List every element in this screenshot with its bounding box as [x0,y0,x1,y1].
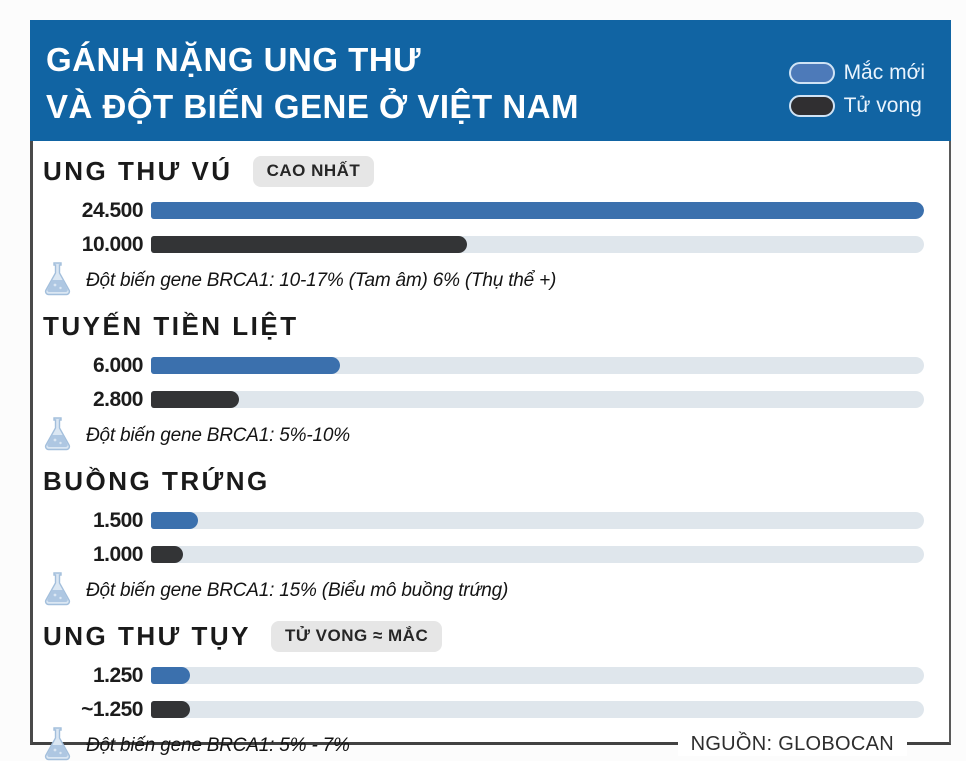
new-cases-bar [151,512,199,529]
new-cases-row: 1.250 [33,663,949,688]
legend-label: Tử vong [843,93,922,117]
legend-item-deaths: Tử vong [788,89,925,122]
deaths-row: ~1.250 [33,697,949,722]
section-header: UNG THƯ VÚ CAO NHẤT [43,154,949,188]
bar-value: 1.250 [92,663,144,687]
chart-body: UNG THƯ VÚ CAO NHẤT 24.500 10.000 Đột bi… [30,141,951,761]
legend-label: Mắc mới [843,60,925,84]
deaths-row: 1.000 [33,542,949,567]
new-cases-bar [151,357,341,374]
section-pancreatic-cancer: UNG THƯ TỤY TỬ VONG ≈ MẮC 1.250 ~1.250 Đ… [33,606,949,761]
flask-icon [44,572,71,606]
source-credit: NGUỒN: GLOBOCAN [677,733,907,756]
mutation-note: Đột biến gene BRCA1: 5% - 7% [86,735,350,756]
flask-icon [44,262,71,296]
deaths-row: 10.000 [33,232,949,257]
bar-value: 2.800 [92,387,144,411]
deaths-bar [151,546,183,563]
bar-track [151,512,924,529]
bar-value: 24.500 [81,198,144,222]
section-prostate-cancer: TUYẾN TIỀN LIỆT 6.000 2.800 Đột biến gen… [33,296,949,451]
bar-track [151,391,924,408]
bar-value: ~1.250 [81,697,143,721]
deaths-swatch-icon [788,94,835,117]
infographic-card: GÁNH NẶNG UNG THƯ VÀ ĐỘT BIẾN GENE Ở VIỆ… [30,20,951,761]
status-badge: CAO NHẤT [252,155,375,187]
new-cases-row: 1.500 [33,508,949,533]
mutation-note-row: Đột biến gene BRCA1: 10-17% (Tam âm) 6% … [33,262,949,296]
legend: Mắc mới Tử vong [788,56,925,122]
new-cases-row: 24.500 [33,198,949,223]
section-title: BUỒNG TRỨNG [43,465,270,496]
mutation-note: Đột biến gene BRCA1: 5%-10% [86,425,350,446]
deaths-row: 2.800 [33,387,949,412]
mutation-note: Đột biến gene BRCA1: 10-17% (Tam âm) 6% … [86,270,557,291]
new-cases-bar [151,202,924,219]
bar-track [151,202,924,219]
section-title: UNG THƯ TỤY [43,620,251,651]
section-header: BUỒNG TRỨNG [43,464,949,498]
mutation-note-row: Đột biến gene BRCA1: 5%-10% [33,417,949,451]
bar-value: 1.500 [92,508,144,532]
title-line-1: GÁNH NẶNG UNG THƯ [46,41,422,78]
status-badge: TỬ VONG ≈ MẮC [270,620,443,652]
flask-icon [44,417,71,451]
page-title: GÁNH NẶNG UNG THƯ VÀ ĐỘT BIẾN GENE Ở VIỆ… [46,36,951,130]
deaths-bar [151,391,240,408]
section-breast-cancer: UNG THƯ VÚ CAO NHẤT 24.500 10.000 Đột bi… [33,141,949,296]
new-cases-row: 6.000 [33,353,949,378]
bar-value: 6.000 [92,353,144,377]
section-header: UNG THƯ TỤY TỬ VONG ≈ MẮC [43,619,949,653]
flask-icon [44,727,71,761]
bar-value: 10.000 [81,232,144,256]
mutation-note-row: Đột biến gene BRCA1: 15% (Biểu mô buồng … [33,572,949,606]
mutation-note: Đột biến gene BRCA1: 15% (Biểu mô buồng … [86,580,509,601]
bar-track [151,667,924,684]
section-header: TUYẾN TIỀN LIỆT [43,309,949,343]
deaths-bar [151,236,467,253]
legend-item-new-cases: Mắc mới [788,56,925,89]
bar-track [151,701,924,718]
title-line-2: VÀ ĐỘT BIẾN GENE Ở VIỆT NAM [46,88,580,125]
section-ovarian-cancer: BUỒNG TRỨNG 1.500 1.000 Đột biến gene BR… [33,451,949,606]
bar-track [151,357,924,374]
new-cases-swatch-icon [788,61,835,84]
bar-track [151,236,924,253]
bar-track [151,546,924,563]
section-title: UNG THƯ VÚ [43,155,233,186]
deaths-bar [151,701,191,718]
section-title: TUYẾN TIỀN LIỆT [43,310,299,341]
bar-value: 1.000 [92,542,144,566]
mutation-note-row: Đột biến gene BRCA1: 5% - 7% [33,727,949,761]
new-cases-bar [151,667,191,684]
header: GÁNH NẶNG UNG THƯ VÀ ĐỘT BIẾN GENE Ở VIỆ… [30,20,951,141]
